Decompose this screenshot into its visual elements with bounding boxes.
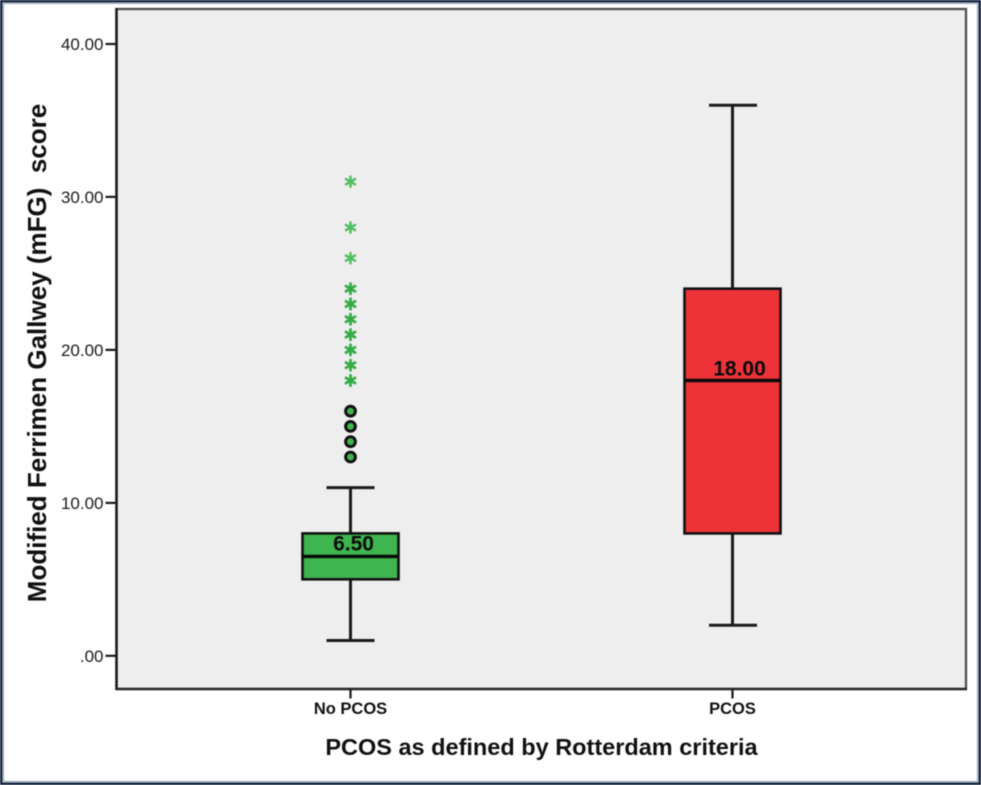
- svg-text:No PCOS: No PCOS: [314, 700, 387, 718]
- svg-text:10.00: 10.00: [61, 494, 104, 513]
- svg-text:.00: .00: [80, 647, 104, 666]
- svg-text:PCOS as defined by Rotterdam c: PCOS as defined by Rotterdam criteria: [325, 734, 758, 760]
- svg-text:20.00: 20.00: [61, 341, 104, 360]
- svg-text:6.50: 6.50: [333, 533, 374, 556]
- svg-text:PCOS: PCOS: [709, 700, 756, 718]
- svg-text:30.00: 30.00: [61, 188, 104, 207]
- svg-text:18.00: 18.00: [713, 358, 766, 381]
- svg-text:40.00: 40.00: [61, 35, 104, 54]
- svg-text:Modified Ferrimen Gallwey (mFG: Modified Ferrimen Gallwey (mFG) score: [22, 104, 52, 602]
